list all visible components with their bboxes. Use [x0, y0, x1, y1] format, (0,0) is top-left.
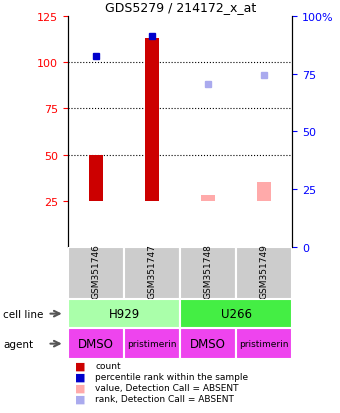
Bar [180, 328, 236, 359]
Text: U266: U266 [221, 307, 252, 320]
Bar [257, 183, 271, 202]
Bar [68, 299, 180, 328]
Bar [145, 39, 159, 202]
Bar [124, 328, 180, 359]
Text: GSM351746: GSM351746 [91, 244, 101, 299]
Text: GSM351749: GSM351749 [260, 244, 269, 299]
Bar [236, 328, 292, 359]
Bar [68, 328, 124, 359]
Text: agent: agent [3, 339, 34, 349]
Bar [236, 248, 292, 299]
Text: ■: ■ [75, 394, 85, 404]
Bar [68, 248, 124, 299]
Title: GDS5279 / 214172_x_at: GDS5279 / 214172_x_at [105, 1, 256, 14]
Text: GSM351748: GSM351748 [204, 244, 213, 299]
Text: value, Detection Call = ABSENT: value, Detection Call = ABSENT [95, 383, 239, 392]
Bar [89, 155, 103, 202]
Text: ■: ■ [75, 383, 85, 393]
Text: ■: ■ [75, 361, 85, 370]
Text: GSM351747: GSM351747 [148, 244, 157, 299]
Bar [124, 248, 180, 299]
Text: pristimerin: pristimerin [128, 339, 177, 348]
Bar [201, 196, 215, 202]
Text: H929: H929 [108, 307, 140, 320]
Bar [180, 248, 236, 299]
Text: DMSO: DMSO [78, 337, 114, 350]
Text: percentile rank within the sample: percentile rank within the sample [95, 372, 248, 381]
Text: ■: ■ [75, 372, 85, 382]
Bar [180, 299, 292, 328]
Text: pristimerin: pristimerin [240, 339, 289, 348]
Text: count: count [95, 361, 121, 370]
Text: rank, Detection Call = ABSENT: rank, Detection Call = ABSENT [95, 394, 234, 404]
Text: cell line: cell line [3, 309, 44, 319]
Text: DMSO: DMSO [190, 337, 226, 350]
